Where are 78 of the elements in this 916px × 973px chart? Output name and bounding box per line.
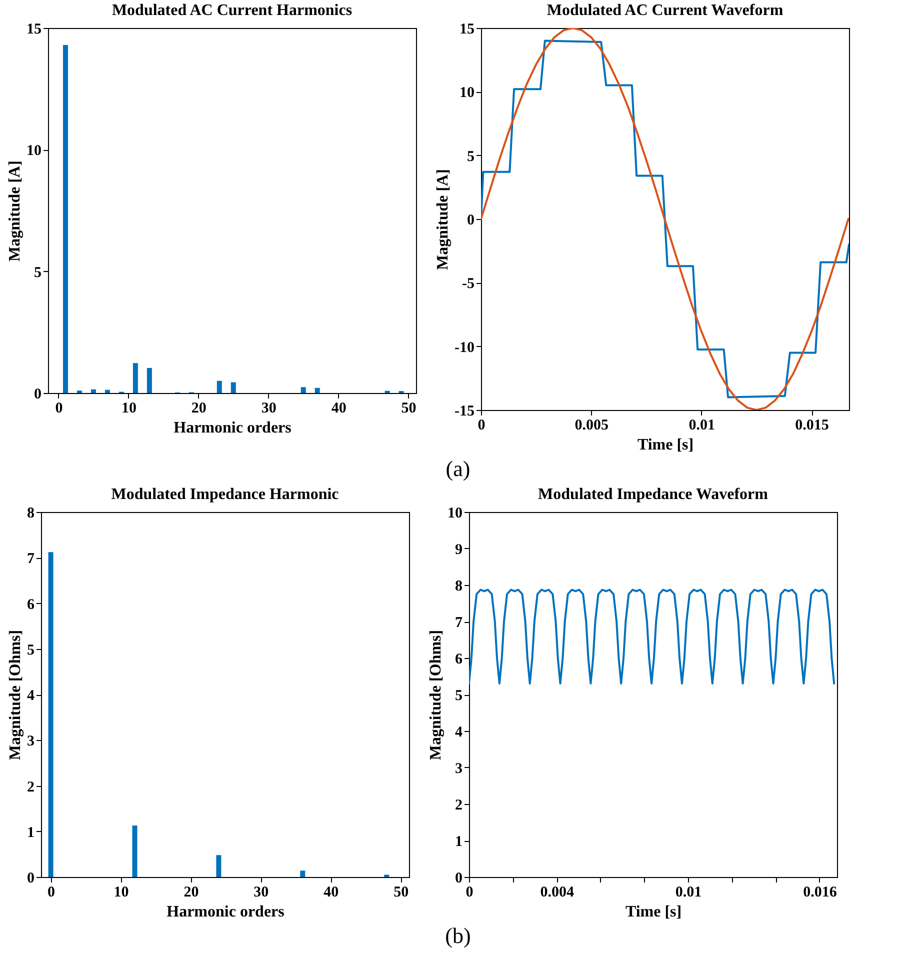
x-tick-label: 10 — [114, 884, 129, 900]
bar — [300, 870, 306, 877]
bar — [216, 855, 222, 877]
bar — [48, 552, 54, 877]
x-tick-label: 30 — [261, 400, 276, 416]
y-tick-label: 5 — [455, 688, 462, 704]
y-tick-label: 15 — [460, 22, 474, 38]
y-tick-label: 0 — [34, 386, 42, 402]
y-tick-label: 2 — [455, 798, 462, 814]
y-tick-label: 10 — [448, 506, 462, 522]
y-tick-label: 3 — [455, 761, 462, 777]
chart-title: Modulated Impedance Waveform — [538, 486, 769, 503]
y-tick-label: 1 — [27, 824, 34, 841]
line-series — [469, 588, 836, 685]
y-tick-label: 5 — [467, 148, 474, 165]
y-tick-label: 7 — [455, 615, 463, 631]
bar — [132, 825, 138, 877]
x-axis-title: Harmonic orders — [166, 904, 284, 920]
y-tick-label: 8 — [455, 578, 462, 594]
y-tick-label: 10 — [460, 85, 474, 102]
x-tick-label: 30 — [254, 884, 269, 900]
y-axis-title: Magnitude [Ohms] — [428, 630, 444, 760]
chart-title: Modulated Impedance Harmonic — [111, 486, 339, 503]
x-tick-label: 0.004 — [540, 884, 574, 900]
y-tick-label: 15 — [26, 22, 42, 38]
y-tick-label: 7 — [27, 551, 35, 568]
bar — [216, 380, 222, 393]
y-tick-label: 0 — [27, 870, 34, 886]
x-axis-title: Harmonic orders — [174, 420, 292, 436]
y-tick-label: 6 — [455, 652, 463, 668]
bar — [230, 382, 236, 393]
y-axis-title: Magnitude [A] — [6, 160, 24, 262]
x-tick-label: 0 — [478, 418, 486, 434]
text: (a) — [444, 455, 472, 483]
chart-title: Modulated AC Current Waveform — [546, 2, 784, 19]
text: (b) — [444, 922, 472, 950]
y-axis-title: Magnitude [Ohms] — [7, 630, 24, 760]
x-tick-label: 0 — [55, 400, 63, 416]
x-tick-label: 10 — [121, 400, 136, 416]
x-tick-label: 0.01 — [688, 418, 715, 434]
y-tick-label: 0 — [455, 870, 462, 886]
bar — [146, 368, 152, 393]
y-tick-label: 1 — [455, 834, 462, 850]
y-tick-label: 10 — [26, 143, 42, 160]
x-tick-label: 0.016 — [803, 884, 838, 900]
y-tick-label: 3 — [27, 734, 34, 750]
bar — [62, 45, 68, 393]
x-tick-label: 0.005 — [574, 418, 609, 434]
y-tick-label: -15 — [454, 404, 474, 420]
x-axis-title: Time [s] — [637, 436, 694, 454]
bar — [300, 387, 306, 393]
x-tick-label: 40 — [331, 400, 346, 416]
y-tick-label: 0 — [467, 212, 474, 228]
bar — [132, 363, 138, 393]
x-tick-label: 50 — [394, 884, 409, 900]
y-tick-label: 5 — [27, 642, 34, 658]
y-tick-label: 6 — [27, 596, 35, 613]
y-tick-label: 2 — [27, 779, 34, 796]
x-tick-label: 40 — [324, 884, 339, 900]
x-tick-label: 20 — [191, 400, 206, 416]
x-axis-title: Time [s] — [625, 904, 682, 920]
x-tick-label: 20 — [184, 884, 199, 900]
x-tick-label: 50 — [401, 400, 416, 416]
x-tick-label: 0 — [48, 884, 56, 900]
y-tick-label: 4 — [27, 688, 35, 704]
bar — [90, 389, 96, 393]
y-axis-title: Magnitude [A] — [434, 169, 452, 270]
y-tick-label: 4 — [455, 724, 463, 740]
bar — [104, 390, 110, 393]
y-tick-label: -10 — [454, 340, 474, 356]
y-tick-label: 8 — [27, 506, 34, 522]
y-tick-label: 5 — [34, 264, 42, 281]
bar — [314, 388, 320, 393]
y-tick-label: 9 — [455, 542, 462, 558]
x-tick-label: 0.015 — [795, 418, 829, 434]
x-tick-label: 0.01 — [675, 884, 702, 900]
y-tick-label: -5 — [462, 276, 474, 292]
chart-title: Modulated AC Current Harmonics — [112, 2, 352, 19]
